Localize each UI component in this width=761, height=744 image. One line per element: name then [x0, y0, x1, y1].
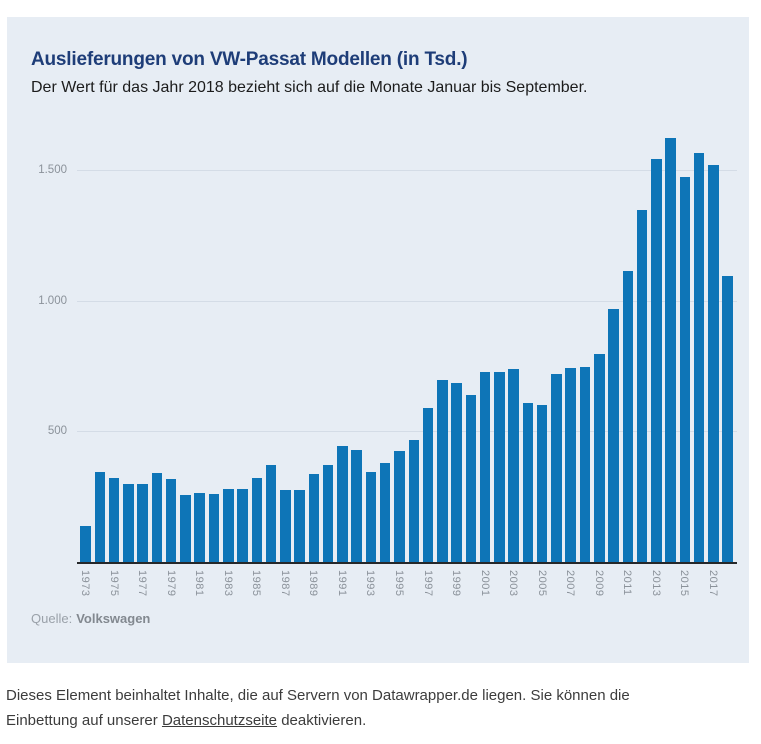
bar-1988[interactable]: [294, 490, 305, 562]
privacy-policy-link[interactable]: Datenschutzseite: [161, 711, 278, 729]
bar-2014[interactable]: [665, 138, 676, 562]
x-tick-label-1987: 1987: [278, 570, 291, 597]
x-tick-label-1999: 1999: [450, 570, 463, 597]
bar-1976[interactable]: [123, 484, 134, 562]
bar-1995[interactable]: [394, 451, 405, 562]
bar-1993[interactable]: [365, 471, 377, 562]
chart-card: Auslieferungen von VW-Passat Modellen (i…: [7, 17, 749, 663]
privacy-text-before: Dieses Element beinhaltet Inhalte, die a…: [6, 687, 630, 729]
x-tick-label-1985: 1985: [250, 570, 263, 597]
bar-1974[interactable]: [94, 471, 106, 562]
bar-2001[interactable]: [479, 372, 491, 562]
bar-1991[interactable]: [337, 445, 348, 562]
source-line: Quelle: Volkswagen: [31, 611, 150, 626]
x-tick-label-1995: 1995: [392, 570, 405, 597]
x-tick-label-2011: 2011: [621, 570, 634, 596]
bar-2018[interactable]: [722, 275, 733, 562]
x-tick-label-2017: 2017: [706, 570, 719, 597]
gridline-500: [77, 431, 737, 433]
privacy-notice: Dieses Element beinhaltet Inhalte, die a…: [6, 684, 696, 733]
x-tick-label-2005: 2005: [535, 570, 548, 597]
bar-2000[interactable]: [465, 395, 477, 562]
bar-1980[interactable]: [180, 495, 191, 562]
bar-2003[interactable]: [508, 368, 519, 562]
x-tick-label-2013: 2013: [649, 570, 662, 597]
bar-2008[interactable]: [579, 367, 591, 562]
bar-2009[interactable]: [594, 353, 605, 562]
bar-2002[interactable]: [494, 372, 505, 562]
gridline-1000: [77, 300, 737, 302]
x-axis-line: [77, 562, 737, 564]
bar-1992[interactable]: [351, 449, 362, 562]
bar-1987[interactable]: [280, 489, 291, 562]
bar-1996[interactable]: [408, 439, 419, 562]
source-name: Volkswagen: [76, 611, 151, 626]
bar-2011[interactable]: [622, 270, 634, 562]
bar-2013[interactable]: [651, 159, 662, 562]
bar-1983[interactable]: [223, 488, 234, 562]
plot-area: 500 1.000 1.500 1973 1975 1977 1979 1981 1983 198…: [38, 135, 737, 596]
bar-1981[interactable]: [194, 492, 205, 562]
bar-1986[interactable]: [265, 465, 277, 562]
bar-2017[interactable]: [708, 164, 719, 562]
x-tick-label-1993: 1993: [364, 570, 377, 597]
bar-1990[interactable]: [322, 465, 334, 562]
bar-2007[interactable]: [565, 368, 576, 562]
x-tick-label-1981: 1981: [193, 570, 206, 597]
x-tick-label-1989: 1989: [307, 570, 320, 597]
bar-1975[interactable]: [108, 478, 120, 562]
bar-1979[interactable]: [165, 478, 177, 562]
y-tick-label-500: 500: [47, 425, 67, 438]
x-tick-label-1983: 1983: [221, 570, 234, 597]
privacy-text-after: deaktivieren.: [277, 711, 367, 729]
bar-1977[interactable]: [137, 484, 148, 562]
x-tick-label-1973: 1973: [79, 570, 92, 597]
x-tick-label-2003: 2003: [507, 570, 520, 597]
bar-1997[interactable]: [422, 407, 434, 562]
y-tick-label-1500: 1.500: [38, 164, 67, 177]
bar-2012[interactable]: [636, 209, 648, 562]
bar-2016[interactable]: [693, 153, 705, 562]
source-prefix: Quelle:: [31, 611, 73, 626]
x-tick-label-1975: 1975: [107, 570, 120, 597]
bar-1973[interactable]: [80, 525, 91, 562]
chart-title: Auslieferungen von VW-Passat Modellen (i…: [31, 49, 468, 70]
bar-2006[interactable]: [551, 374, 562, 562]
x-tick-label-2015: 2015: [678, 570, 691, 597]
x-tick-label-2001: 2001: [478, 570, 491, 597]
bar-1978[interactable]: [151, 472, 163, 562]
y-tick-label-1000: 1.000: [38, 294, 67, 307]
bar-2015[interactable]: [679, 177, 691, 562]
bar-2004[interactable]: [522, 402, 534, 562]
bar-1984[interactable]: [237, 488, 248, 562]
bar-1998[interactable]: [437, 379, 448, 562]
bar-2010[interactable]: [608, 308, 619, 562]
x-tick-label-1977: 1977: [136, 570, 149, 597]
bar-1985[interactable]: [251, 477, 263, 562]
bar-1994[interactable]: [379, 462, 391, 562]
x-tick-label-2007: 2007: [564, 570, 577, 597]
x-tick-label-2009: 2009: [592, 570, 605, 597]
chart-subtitle: Der Wert für das Jahr 2018 bezieht sich …: [31, 79, 588, 96]
bar-1989[interactable]: [308, 473, 320, 562]
x-tick-label-1997: 1997: [421, 570, 434, 597]
x-tick-label-1979: 1979: [164, 570, 177, 597]
gridline-1500: [77, 170, 737, 172]
bar-1982[interactable]: [208, 494, 220, 562]
x-tick-label-1991: 1991: [335, 570, 348, 597]
bar-2005[interactable]: [536, 405, 548, 562]
bar-1999[interactable]: [451, 383, 462, 562]
